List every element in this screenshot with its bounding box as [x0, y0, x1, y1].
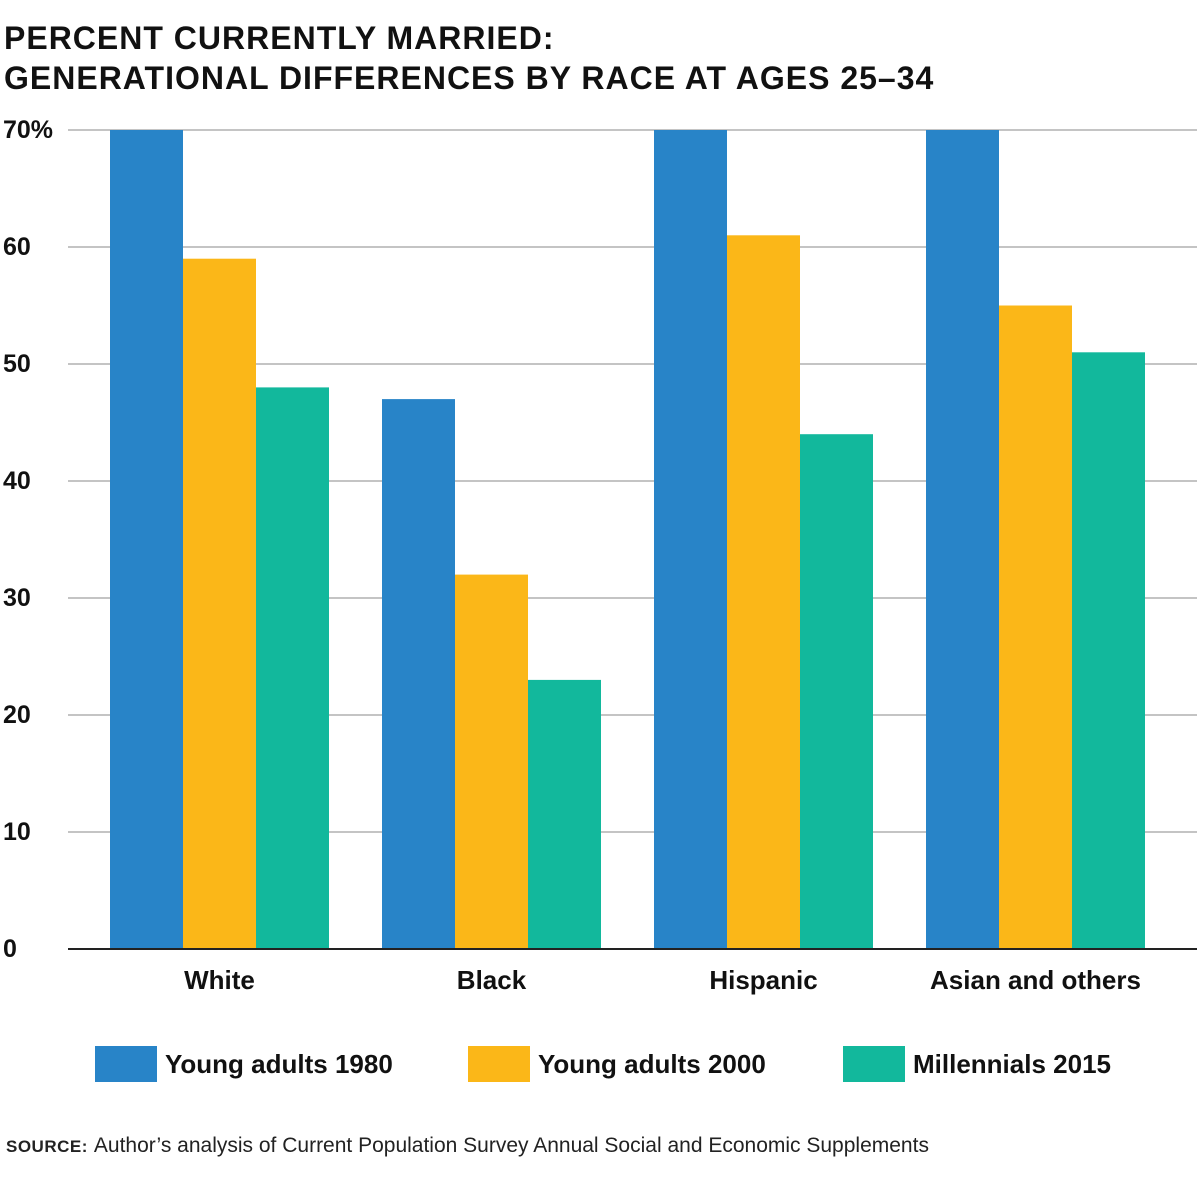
- title-line-1: PERCENT CURRENTLY MARRIED:: [4, 20, 555, 56]
- bar-young-adults-2000-asian-and-others: [999, 305, 1072, 949]
- legend-label-young-adults-1980: Young adults 1980: [165, 1048, 393, 1079]
- x-tick-label: Asian and others: [930, 965, 1141, 995]
- x-tick-label: Black: [457, 965, 527, 995]
- bar-young-adults-2000-black: [455, 574, 528, 949]
- bar-young-adults-2000-hispanic: [727, 235, 800, 950]
- chart-title: PERCENT CURRENTLY MARRIED: GENERATIONAL …: [4, 18, 934, 98]
- source-text: Author’s analysis of Current Population …: [93, 1134, 929, 1157]
- legend-swatch-young-adults-2000: [468, 1046, 530, 1082]
- y-tick-label: 10: [3, 818, 31, 846]
- x-tick-label: White: [184, 965, 255, 995]
- legend-swatch-millennials-2015: [843, 1046, 905, 1082]
- y-tick-label: 40: [3, 467, 31, 495]
- bar-millennials-2015-white: [256, 387, 329, 949]
- legend-label-millennials-2015: Millennials 2015: [913, 1048, 1111, 1079]
- bar-young-adults-1980-white: [110, 130, 183, 949]
- legend-item-young-adults-2000: Young adults 2000: [468, 1044, 766, 1084]
- legend-label-young-adults-2000: Young adults 2000: [538, 1048, 766, 1079]
- bar-young-adults-1980-black: [382, 399, 455, 950]
- y-tick-label: 30: [3, 584, 31, 612]
- source-lead: SOURCE:: [6, 1137, 88, 1156]
- source-note: SOURCE: Author’s analysis of Current Popu…: [6, 1134, 929, 1158]
- legend-item-millennials-2015: Millennials 2015: [843, 1044, 1111, 1084]
- legend-swatch-young-adults-1980: [95, 1046, 157, 1082]
- bar-chart: 0 10 20 30 40 50 60 70% White Black Hispanic Asian …: [3, 116, 1197, 995]
- bar-young-adults-1980-asian-and-others: [926, 130, 999, 949]
- bar-young-adults-2000-white: [183, 258, 256, 949]
- y-tick-label: 0: [3, 935, 17, 963]
- y-tick-label: 20: [3, 701, 31, 729]
- bar-young-adults-1980-hispanic: [654, 130, 727, 949]
- legend: Young adults 1980 Young adults 2000 Mill…: [0, 1044, 1200, 1084]
- bar-millennials-2015-hispanic: [800, 434, 873, 949]
- x-tick-label: Hispanic: [709, 965, 817, 995]
- bar-millennials-2015-asian-and-others: [1072, 352, 1145, 949]
- y-tick-label: 60: [3, 233, 31, 261]
- legend-item-young-adults-1980: Young adults 1980: [95, 1044, 393, 1084]
- bar-millennials-2015-black: [528, 679, 601, 949]
- title-line-2: GENERATIONAL DIFFERENCES BY RACE AT AGES…: [4, 60, 935, 96]
- y-tick-label: 50: [3, 350, 31, 378]
- y-tick-label: 70%: [3, 116, 53, 144]
